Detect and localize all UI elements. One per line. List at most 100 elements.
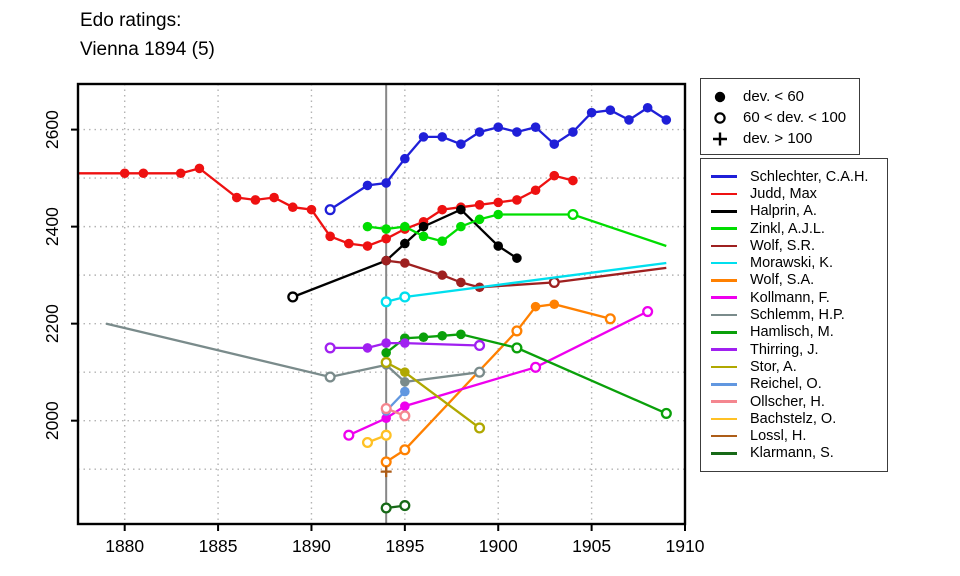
marker-filled [549, 139, 560, 149]
marker-open [399, 291, 411, 303]
series-legend-item: Halprin, A. [711, 203, 877, 220]
series-legend-item: Schlechter, C.A.H. [711, 168, 877, 185]
series-color-swatch [711, 175, 737, 178]
marker-open [380, 429, 392, 441]
marker-open [380, 296, 392, 308]
marker-filled [456, 221, 466, 232]
marker-open [511, 342, 523, 354]
series-legend-item: Judd, Max [711, 185, 877, 202]
series-legend-item: Hamlisch, M. [711, 324, 877, 341]
marker-filled [418, 132, 429, 142]
marker-filled [344, 238, 354, 249]
series-legend-label: Morawski, K. [750, 255, 833, 272]
series-color-swatch [711, 192, 737, 196]
series-color-swatch [711, 417, 737, 421]
series-legend-label: Reichel, O. [750, 376, 822, 393]
marker-legend-label: dev. < 60 [743, 88, 805, 105]
marker-legend-label: dev. > 100 [743, 130, 813, 147]
marker-filled [400, 401, 410, 411]
series-color-swatch [711, 400, 737, 403]
marker-open [604, 313, 616, 325]
marker-open [474, 422, 486, 434]
x-tick-label: 1885 [199, 536, 238, 556]
series-color-swatch [711, 296, 737, 300]
marker-filled [138, 168, 149, 179]
marker-open [399, 410, 411, 422]
series-line-3 [367, 213, 667, 248]
marker-filled [474, 214, 485, 225]
series-legend-label: Zinkl, A.J.L. [750, 220, 825, 237]
marker-filled [306, 204, 317, 215]
series-legend-label: Judd, Max [750, 185, 817, 202]
series-color-swatch [711, 434, 737, 438]
marker-filled [381, 233, 391, 244]
series-legend-item: Morawski, K. [711, 254, 877, 271]
marker-open [399, 500, 411, 512]
series-legend-item: Stor, A. [711, 358, 877, 375]
marker-filled [400, 221, 410, 232]
chart-title-line2: Vienna 1894 (5) [80, 39, 215, 60]
marker-filled [400, 367, 410, 377]
marker-filled [119, 168, 130, 179]
marker-open [399, 444, 411, 456]
marker-open [567, 208, 579, 221]
marker-open [361, 436, 374, 449]
y-tick-label: 2400 [42, 207, 62, 246]
marker-filled [381, 347, 391, 358]
marker-filled [456, 277, 466, 288]
filled-marker-icon [714, 91, 726, 102]
marker-filled [400, 238, 410, 249]
x-tick-label: 1880 [105, 536, 144, 556]
marker-legend-item: dev. < 60 [709, 86, 851, 107]
marker-legend-box: dev. < 60 60 < dev. < 100 dev. > 100 [700, 78, 860, 155]
marker-filled [437, 132, 448, 142]
marker-open [380, 402, 392, 415]
x-tick-label: 1905 [572, 536, 611, 556]
series-line-8 [105, 322, 480, 384]
series-legend-label: Kollmann, F. [750, 289, 830, 306]
marker-filled [381, 224, 391, 234]
series-line-9 [385, 333, 667, 415]
marker-open [324, 204, 336, 216]
marker-filled [474, 127, 485, 137]
series-legend-label: Schlechter, C.A.H. [750, 168, 869, 185]
marker-open [642, 305, 654, 318]
marker-filled [512, 195, 522, 205]
marker-filled [418, 332, 429, 343]
series-legend-label: Halprin, A. [750, 203, 817, 220]
marker-open [324, 371, 336, 383]
x-tick-label: 1910 [666, 536, 705, 556]
x-tick-label: 1890 [292, 536, 331, 556]
marker-filled [362, 241, 373, 251]
series-line-5 [385, 261, 667, 303]
marker-legend-label: 60 < dev. < 100 [743, 109, 847, 126]
series-legend-item: Schlemm, H.P. [711, 306, 877, 323]
marker-filled [400, 338, 410, 348]
y-tick-label: 2200 [42, 304, 62, 343]
series-legend-label: Schlemm, H.P. [750, 307, 845, 324]
marker-filled [194, 163, 205, 174]
series-color-swatch [711, 382, 737, 386]
marker-filled [493, 197, 504, 208]
marker-open [380, 502, 392, 514]
series-legend-item: Lossl, H. [711, 427, 877, 444]
plot-border [76, 82, 687, 526]
marker-filled [530, 122, 541, 132]
marker-filled [530, 185, 541, 196]
series-legend-label: Lossl, H. [750, 428, 807, 445]
series-legend-label: Wolf, S.R. [750, 237, 815, 254]
series-legend-label: Hamlisch, M. [750, 324, 834, 341]
marker-filled [586, 107, 597, 118]
marker-filled [325, 231, 335, 242]
marker-filled [400, 386, 410, 397]
series-color-swatch [711, 209, 737, 213]
x-tick-label: 1900 [479, 536, 518, 556]
marker-filled [437, 330, 448, 341]
marker-filled [381, 413, 391, 424]
marker-filled [269, 192, 279, 203]
marker-filled [493, 122, 504, 132]
marker-filled [400, 377, 410, 387]
series-legend-item: Klarmann, S. [711, 445, 877, 462]
